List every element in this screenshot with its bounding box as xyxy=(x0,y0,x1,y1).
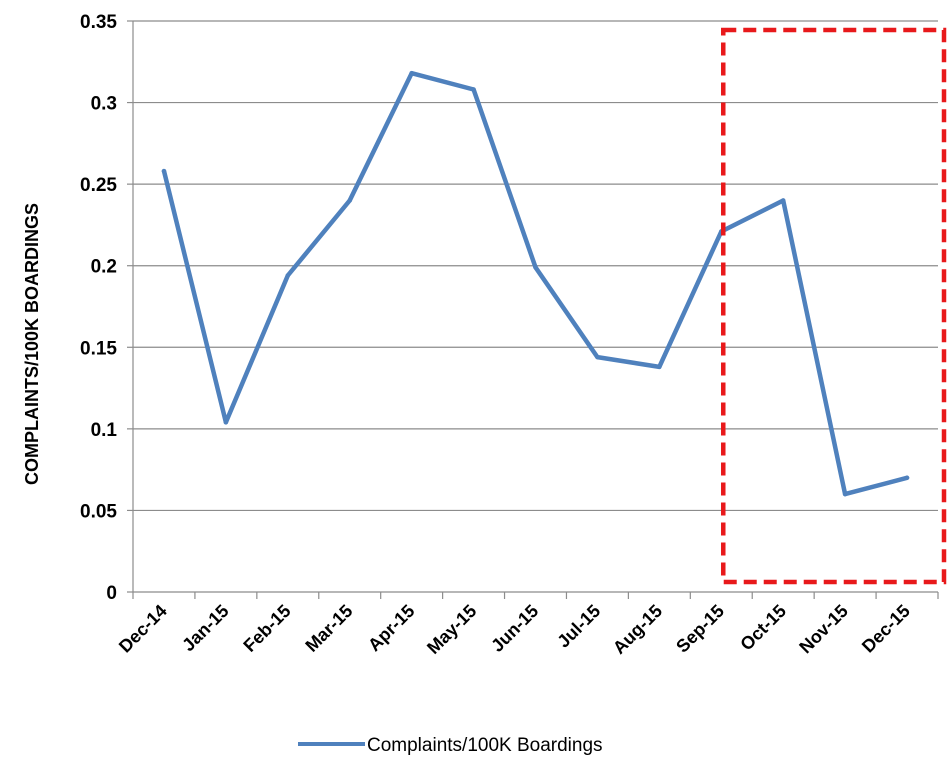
grid-lines xyxy=(133,20,938,512)
data-point xyxy=(533,265,538,270)
x-tick-label: Nov-15 xyxy=(795,601,852,658)
y-tick-label: 0.15 xyxy=(80,338,117,359)
highlight-region xyxy=(721,27,947,585)
data-point xyxy=(347,198,352,203)
x-tick-label: Apr-15 xyxy=(364,601,418,655)
x-tick-label: Sep-15 xyxy=(672,601,728,657)
x-tick-label: Dec-15 xyxy=(858,601,914,657)
x-tick-label: May-15 xyxy=(423,601,480,658)
y-tick-label: 0.2 xyxy=(91,257,117,278)
data-point xyxy=(595,354,600,360)
y-tick-label: 0.05 xyxy=(80,501,117,522)
data-point xyxy=(657,364,662,370)
y-tick-label: 0 xyxy=(106,583,117,604)
y-axis-label: COMPLAINTS/100K BOARDINGS xyxy=(22,203,42,485)
x-tick-label: Jan-15 xyxy=(178,601,232,655)
series xyxy=(161,70,910,497)
y-tick-label: 0.25 xyxy=(80,175,117,196)
x-tick-label: Oct-15 xyxy=(736,601,790,655)
x-tick-label: Feb-15 xyxy=(239,601,294,656)
y-tick-label: 0.1 xyxy=(91,420,118,441)
x-tick-label: Mar-15 xyxy=(301,601,356,656)
legend-label: Complaints/100K Boardings xyxy=(367,735,603,756)
x-tick-labels: Dec-14 Jan-15 Feb-15 Mar-15 Apr-15 May-15 Jun-… xyxy=(115,601,914,658)
data-point xyxy=(471,87,476,92)
x-tick-label: Jul-15 xyxy=(553,601,604,652)
data-point xyxy=(780,198,786,203)
data-point xyxy=(285,273,291,278)
axes xyxy=(127,20,939,599)
data-point xyxy=(161,168,167,174)
legend: Complaints/100K Boardings xyxy=(298,735,603,756)
highlight-box xyxy=(721,27,947,585)
y-tick-label: 0.3 xyxy=(91,94,117,115)
data-point xyxy=(904,475,910,481)
data-point xyxy=(409,70,414,76)
x-tick-label: Dec-14 xyxy=(115,601,171,657)
series-line xyxy=(161,70,910,497)
y-tick-label: 0.35 xyxy=(80,12,117,33)
y-tick-labels: 0 0.05 0.1 0.15 0.2 0.25 0.3 0.35 xyxy=(80,12,117,604)
x-tick-label: Jun-15 xyxy=(487,601,542,656)
data-point xyxy=(842,491,848,497)
data-point xyxy=(223,420,229,425)
x-tick-label: Aug-15 xyxy=(609,601,666,658)
